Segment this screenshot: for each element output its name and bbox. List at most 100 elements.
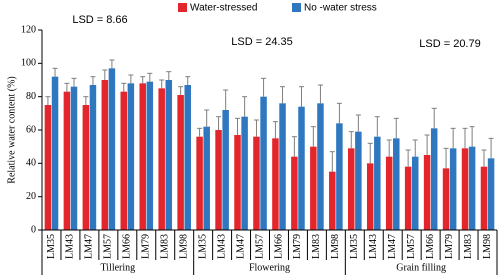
- y-tick-label: 40: [26, 158, 36, 169]
- legend-swatch: [292, 3, 301, 12]
- bar: [279, 103, 286, 230]
- x-tick-label: LM66: [425, 234, 436, 259]
- x-tick-label: LM66: [273, 234, 284, 259]
- bar: [196, 136, 203, 230]
- x-tick-label: LM35: [197, 234, 208, 259]
- bar: [222, 110, 229, 230]
- error-bar: [317, 84, 323, 104]
- x-tick-label: LM57: [406, 234, 417, 259]
- bar: [158, 88, 165, 230]
- legend-swatch: [178, 3, 187, 12]
- x-tick-label: LM43: [368, 234, 379, 259]
- error-bar: [336, 102, 342, 124]
- bar: [272, 138, 279, 230]
- bar: [411, 156, 419, 230]
- legend-label: Water-stressed: [190, 3, 257, 14]
- bar: [449, 148, 457, 230]
- bar: [317, 103, 324, 230]
- error-bar: [52, 67, 58, 77]
- error-bar: [159, 79, 165, 89]
- error-bar: [253, 119, 259, 137]
- y-tick-label: 60: [26, 124, 36, 135]
- x-tick-label: LM83: [311, 234, 322, 259]
- bar: [310, 146, 317, 230]
- error-bar: [71, 77, 77, 87]
- bar: [291, 156, 298, 230]
- bar: [165, 80, 173, 230]
- x-tick-label: LM83: [160, 234, 171, 259]
- error-bar: [450, 127, 456, 149]
- bar: [355, 131, 362, 230]
- annotation: LSD = 24.35: [231, 36, 292, 48]
- error-bar: [367, 142, 373, 164]
- error-bar: [481, 149, 487, 167]
- x-tick-label: LM98: [482, 234, 493, 259]
- error-bar: [128, 74, 134, 84]
- bar: [127, 83, 135, 230]
- error-bar: [272, 121, 278, 139]
- error-bar: [443, 147, 449, 169]
- y-tick-label: 80: [26, 91, 36, 102]
- y-tick-label: 120: [21, 24, 36, 35]
- error-bar: [469, 126, 475, 147]
- y-tick-label: 0: [31, 224, 36, 235]
- error-bar: [45, 96, 51, 105]
- legend-label: No -water stress: [304, 3, 377, 14]
- x-tick-label: LM47: [387, 234, 398, 259]
- error-bar: [140, 76, 146, 84]
- bar: [70, 86, 78, 231]
- error-bar: [280, 86, 286, 104]
- error-bar: [185, 76, 191, 85]
- group-label: Flowering: [249, 262, 290, 273]
- x-tick-label: LM98: [330, 234, 341, 259]
- error-bar: [329, 151, 335, 172]
- x-tick-label: LM79: [444, 234, 455, 259]
- error-bar: [431, 107, 437, 129]
- bar: [184, 85, 191, 230]
- x-tick-label: LM66: [122, 234, 133, 259]
- error-bar: [242, 96, 248, 117]
- bar: [51, 76, 59, 231]
- bar: [487, 158, 495, 230]
- x-tick-label: LM35: [46, 234, 57, 259]
- x-tick-label: LM35: [349, 234, 360, 259]
- bar: [329, 171, 336, 230]
- error-bar: [405, 149, 411, 167]
- bar: [89, 85, 97, 230]
- error-bar: [83, 96, 89, 105]
- bar: [430, 128, 438, 230]
- bar: [177, 95, 184, 230]
- annotation: LSD = 20.79: [419, 38, 480, 50]
- bar: [393, 138, 400, 230]
- error-bar: [393, 117, 399, 139]
- error-bar: [348, 131, 354, 149]
- error-bar: [261, 77, 267, 97]
- x-tick-label: LM57: [103, 234, 114, 259]
- error-bar: [147, 72, 153, 82]
- bar: [348, 148, 355, 230]
- group-label: Grain filling: [396, 262, 446, 273]
- error-bar: [216, 116, 222, 130]
- bar: [385, 156, 393, 230]
- annotation: LSD = 8.66: [72, 14, 127, 26]
- bar: [461, 148, 469, 230]
- bar: [234, 135, 241, 230]
- x-tick-label: LM43: [65, 234, 76, 259]
- y-tick-label: 20: [26, 191, 36, 202]
- bar: [101, 80, 109, 230]
- error-bar: [235, 117, 241, 135]
- x-tick-label: LM57: [254, 234, 265, 259]
- bar: [120, 91, 128, 231]
- y-tick-label: 100: [21, 58, 36, 69]
- bar: [423, 155, 431, 230]
- error-bar: [178, 86, 184, 95]
- error-bar: [197, 127, 203, 137]
- error-bar: [291, 136, 297, 157]
- bar: [203, 126, 210, 230]
- bar: [298, 106, 305, 230]
- bar: [44, 105, 52, 230]
- error-bar: [204, 109, 210, 127]
- error-bar: [90, 76, 96, 85]
- bar: [480, 166, 488, 230]
- bar: [404, 166, 412, 230]
